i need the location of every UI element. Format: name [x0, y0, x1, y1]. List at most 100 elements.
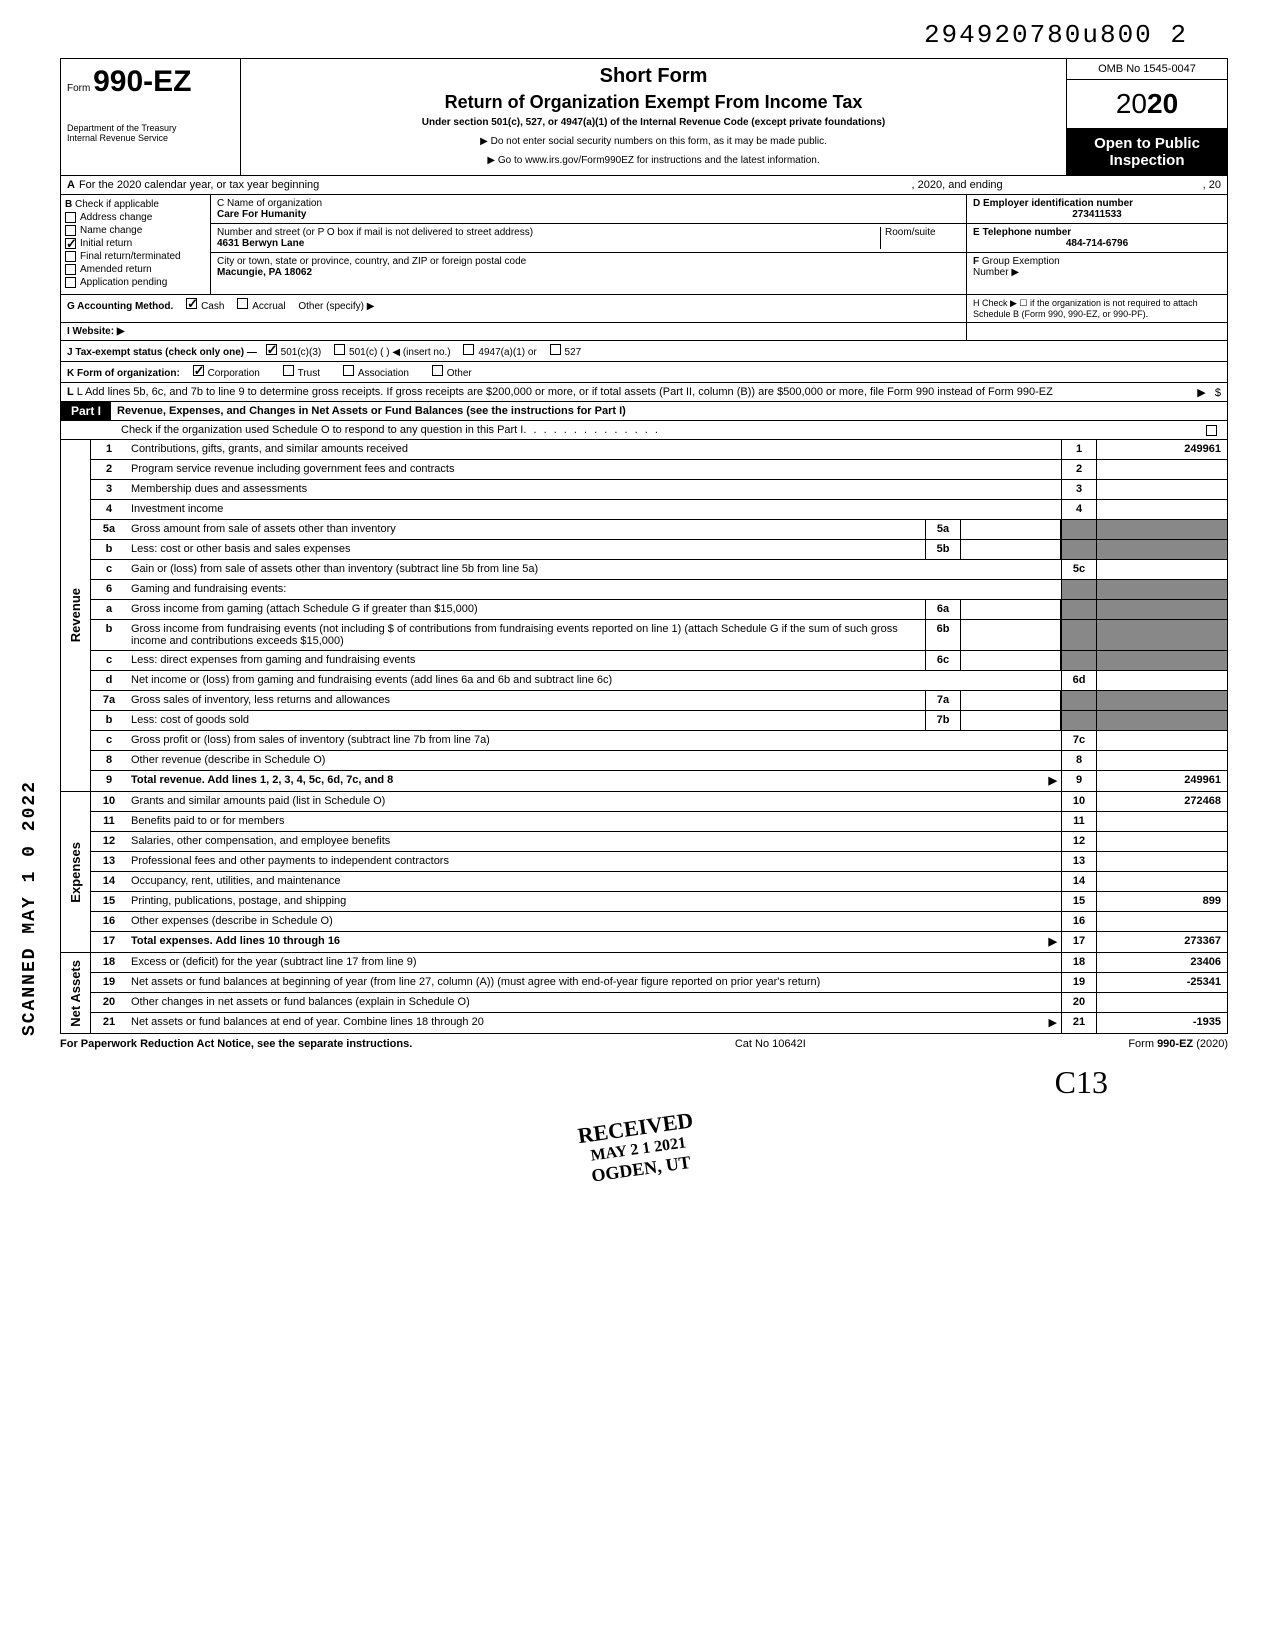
cb-label-1: Name change [80, 225, 142, 236]
line-15-val: 899 [1097, 892, 1227, 911]
line-3-val [1097, 480, 1227, 499]
checkbox-final-return[interactable] [65, 251, 76, 262]
cb-label-5: Application pending [80, 277, 167, 288]
checkbox-initial-return[interactable] [65, 238, 76, 249]
short-form-title: Short Form [251, 65, 1056, 88]
checkbox-amended[interactable] [65, 264, 76, 275]
line-9-desc: Total revenue. Add lines 1, 2, 3, 4, 5c,… [131, 774, 393, 786]
checkbox-other-org[interactable] [432, 365, 443, 376]
line-3-desc: Membership dues and assessments [131, 483, 307, 495]
row-l: L L Add lines 5b, 6c, and 7b to line 9 t… [61, 383, 1227, 402]
irs-label: Internal Revenue Service [67, 133, 234, 143]
line-20-desc: Other changes in net assets or fund bala… [131, 996, 470, 1008]
received-text: RECEIVED [576, 1107, 695, 1149]
city-label: City or town, state or province, country… [217, 256, 960, 267]
line-5a-desc: Gross amount from sale of assets other t… [131, 523, 396, 535]
line-6c-mid: 6c [925, 651, 961, 670]
row-a-mid: , 2020, and ending [912, 179, 1003, 191]
room-suite-label: Room/suite [880, 227, 960, 249]
checkbox-501c3[interactable] [266, 344, 277, 355]
line-6d-val [1097, 671, 1227, 690]
row-j: J Tax-exempt status (check only one) — 5… [61, 341, 1227, 361]
open-public-text: Open to Public [1071, 135, 1223, 152]
row-a-tax-year: A For the 2020 calendar year, or tax yea… [61, 176, 1227, 195]
year-bold: 20 [1147, 88, 1178, 119]
line-18-desc: Excess or (deficit) for the year (subtra… [131, 956, 417, 968]
line-9-val: 249961 [1097, 771, 1227, 791]
ein-label: D Employer identification number [973, 198, 1221, 209]
net-assets-label: Net Assets [61, 953, 91, 1033]
org-name: Care For Humanity [217, 209, 960, 220]
col-b-label: B [65, 199, 72, 210]
footer-center: Cat No 10642I [735, 1038, 806, 1050]
row-k: K Form of organization: Corporation Trus… [61, 362, 1227, 382]
f-group-label: Group Exemption [982, 256, 1060, 267]
header-right: OMB No 1545-0047 2020 Open to Public Ins… [1067, 59, 1227, 175]
row-g-label: G Accounting Method. [67, 301, 173, 312]
line-7c-desc: Gross profit or (loss) from sales of inv… [131, 734, 490, 746]
checkbox-trust[interactable] [283, 365, 294, 376]
line-6d-desc: Net income or (loss) from gaming and fun… [131, 674, 612, 686]
opt-assoc: Association [358, 368, 409, 379]
under-section: Under section 501(c), 527, or 4947(a)(1)… [251, 117, 1056, 128]
line-8-desc: Other revenue (describe in Schedule O) [131, 754, 325, 766]
line-11-val [1097, 812, 1227, 831]
cb-label-3: Final return/terminated [80, 251, 181, 262]
line-16-val [1097, 912, 1227, 931]
other-specify: Other (specify) ▶ [298, 301, 374, 312]
row-g-accounting: G Accounting Method. Cash Accrual Other … [61, 295, 967, 322]
checkbox-corp[interactable] [193, 365, 204, 376]
opt-corp: Corporation [208, 368, 260, 379]
line-2-desc: Program service revenue including govern… [131, 463, 454, 475]
expenses-label: Expenses [61, 792, 91, 952]
checkbox-address-change[interactable] [65, 212, 76, 223]
line-2-val [1097, 460, 1227, 479]
ein-value: 273411533 [973, 209, 1221, 220]
line-18-val: 23406 [1097, 953, 1227, 972]
form-990ez: Form 990-EZ Department of the Treasury I… [60, 58, 1228, 1034]
checkbox-name-change[interactable] [65, 225, 76, 236]
checkbox-4947[interactable] [463, 344, 474, 355]
line-5c-val [1097, 560, 1227, 579]
line-7c-val [1097, 731, 1227, 750]
accrual-label: Accrual [252, 301, 285, 312]
line-6c-desc: Less: direct expenses from gaming and fu… [131, 654, 415, 666]
line-17-val: 273367 [1097, 932, 1227, 952]
tax-year: 2020 [1067, 80, 1227, 129]
form-prefix: Form [67, 83, 90, 94]
checkbox-app-pending[interactable] [65, 277, 76, 288]
checkbox-schedule-o[interactable] [1206, 425, 1217, 436]
opt-501c: 501(c) ( ) ◀ (insert no.) [349, 347, 451, 358]
line-6a-desc: Gross income from gaming (attach Schedul… [131, 603, 478, 615]
line-21-desc: Net assets or fund balances at end of ye… [131, 1016, 484, 1028]
omb-number: OMB No 1545-0047 [1067, 59, 1227, 80]
checkbox-assoc[interactable] [343, 365, 354, 376]
line-19-val: -25341 [1097, 973, 1227, 992]
line-12-val [1097, 832, 1227, 851]
line-13-val [1097, 852, 1227, 871]
footer-right: Form 990-EZ (2020) [1128, 1038, 1228, 1050]
line-10-val: 272468 [1097, 792, 1227, 811]
line-5b-desc: Less: cost or other basis and sales expe… [131, 543, 351, 555]
line-6-desc: Gaming and fundraising events: [131, 583, 286, 595]
instruction-1: ▶ Do not enter social security numbers o… [251, 136, 1056, 147]
checkbox-501c[interactable] [334, 344, 345, 355]
checkbox-527[interactable] [550, 344, 561, 355]
checkbox-accrual[interactable] [237, 298, 248, 309]
col-b-checkboxes: B Check if applicable Address change Nam… [61, 195, 211, 294]
line-6a-mid: 6a [925, 600, 961, 619]
form-number: 990-EZ [93, 65, 191, 98]
row-a-label: A [67, 179, 75, 191]
row-h-schedule-b: H Check ▶ ☐ if the organization is not r… [967, 295, 1227, 322]
line-11-desc: Benefits paid to or for members [131, 815, 284, 827]
checkbox-cash[interactable] [186, 298, 197, 309]
line-1-desc: Contributions, gifts, grants, and simila… [131, 443, 408, 455]
opt-other: Other [447, 368, 472, 379]
line-5a-mid: 5a [925, 520, 961, 539]
cb-label-4: Amended return [80, 264, 152, 275]
handwritten-mark: C13 [60, 1064, 1228, 1101]
row-i-website: I Website: ▶ [61, 323, 967, 340]
line-15-desc: Printing, publications, postage, and shi… [131, 895, 346, 907]
line-21-val: -1935 [1097, 1013, 1227, 1033]
cb-label-2: Initial return [80, 238, 132, 249]
